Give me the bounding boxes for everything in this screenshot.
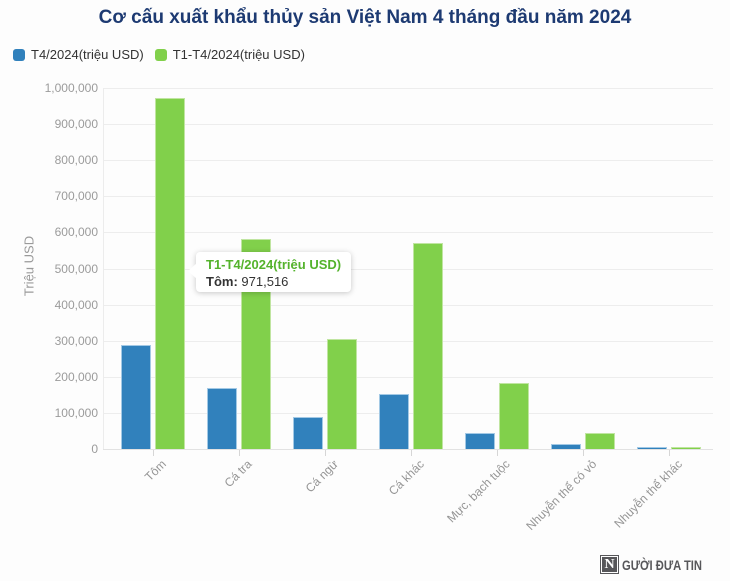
legend-item-t1t4[interactable]: T1-T4/2024(triệu USD) xyxy=(154,47,305,62)
bar-t1t4-6[interactable] xyxy=(671,447,701,449)
chart-tooltip: T1-T4/2024(triệu USD) Tôm: 971,516 xyxy=(188,252,352,292)
grid-line xyxy=(103,232,713,234)
bar-t4-1[interactable] xyxy=(207,387,237,449)
x-category-label: Mực, bạch tuộc xyxy=(444,457,513,526)
legend-swatch-blue-icon xyxy=(13,48,25,61)
bar-t1t4-2[interactable] xyxy=(327,339,357,449)
y-axis-tick-label: 200,000 xyxy=(54,369,98,384)
y-axis-tick-label: 700,000 xyxy=(54,189,98,204)
tooltip-value: 971,516 xyxy=(241,274,289,289)
tooltip-arrow-icon xyxy=(188,263,197,279)
x-axis-line xyxy=(103,449,713,450)
bar-t1t4-4[interactable] xyxy=(499,382,529,449)
bar-t1t4-5[interactable] xyxy=(585,433,615,449)
y-axis-tick-label: 1,000,000 xyxy=(44,81,98,95)
grid-line xyxy=(103,304,713,306)
bar-t1t4-0[interactable] xyxy=(155,98,185,449)
y-axis-tick-label: 400,000 xyxy=(54,297,98,312)
grid-line xyxy=(103,340,713,342)
legend-label-t4: T4/2024(triệu USD) xyxy=(31,47,144,62)
x-category-label: Cá ngừ xyxy=(302,457,341,496)
tooltip-category: Tôm: xyxy=(206,274,238,289)
logo-n-mark-icon: N xyxy=(600,555,620,574)
y-axis-tick-label: 100,000 xyxy=(54,405,98,420)
bar-t1t4-3[interactable] xyxy=(413,243,443,449)
legend-swatch-green-icon xyxy=(154,48,167,61)
x-axis-tick xyxy=(497,449,498,456)
x-category-label: Nhuyễn thể có vỏ xyxy=(522,457,599,533)
y-axis-title: Triệu USD xyxy=(21,235,37,297)
legend-item-t4[interactable]: T4/2024(triệu USD) xyxy=(13,47,144,62)
y-axis-tick-label: 0 xyxy=(91,442,98,456)
x-axis-tick xyxy=(325,449,326,456)
x-axis-tick xyxy=(583,449,584,456)
grid-line xyxy=(103,160,713,162)
nguoi-dua-tin-logo: N GƯỜI ĐƯA TIN xyxy=(600,555,722,574)
bar-t4-2[interactable] xyxy=(293,417,323,449)
bar-t4-6[interactable] xyxy=(637,447,667,449)
x-axis-tick xyxy=(411,449,412,456)
bar-t4-4[interactable] xyxy=(465,433,495,449)
y-axis-tick-label: 600,000 xyxy=(54,225,98,240)
x-category-label: Nhuyễn thể khác xyxy=(611,457,685,531)
x-axis-tick xyxy=(153,449,154,456)
chart-legend: T4/2024(triệu USD) T1-T4/2024(triệu USD) xyxy=(13,47,305,62)
y-axis-tick-label: 800,000 xyxy=(54,153,98,168)
y-axis-tick-label: 300,000 xyxy=(54,333,98,348)
y-axis-tick-label: 500,000 xyxy=(54,261,98,276)
x-category-label: Cá khác xyxy=(385,457,427,499)
grid-line xyxy=(103,88,713,89)
bar-t4-5[interactable] xyxy=(551,443,581,449)
grid-line xyxy=(103,376,713,378)
grid-line xyxy=(103,196,713,198)
tooltip-series-label: T1-T4/2024(triệu USD) xyxy=(206,257,342,272)
x-category-label: Tôm xyxy=(142,457,169,484)
tooltip-value-line: Tôm: 971,516 xyxy=(206,274,341,290)
bar-t4-3[interactable] xyxy=(379,393,409,449)
y-axis-tick-label: 900,000 xyxy=(54,117,98,132)
y-axis-line xyxy=(103,88,104,449)
bar-t4-0[interactable] xyxy=(121,345,151,449)
logo-text: GƯỜI ĐƯA TIN xyxy=(622,556,703,573)
x-category-label: Cá tra xyxy=(221,457,255,491)
x-axis-tick xyxy=(239,449,240,456)
chart-title: Cơ cấu xuất khẩu thủy sản Việt Nam 4 thá… xyxy=(98,7,632,28)
grid-line xyxy=(103,268,713,270)
legend-label-t1t4: T1-T4/2024(triệu USD) xyxy=(172,47,305,62)
grid-line xyxy=(103,124,713,126)
x-axis-tick xyxy=(669,449,670,456)
